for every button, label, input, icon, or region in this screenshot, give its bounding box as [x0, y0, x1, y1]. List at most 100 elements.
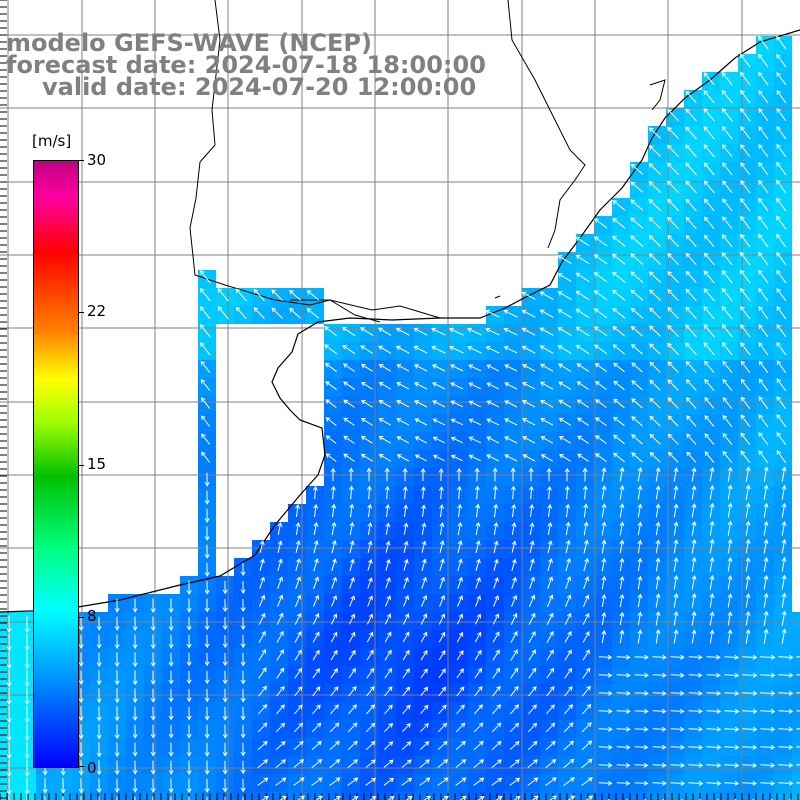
- wind-vector-head: [557, 291, 563, 296]
- wind-vector: [667, 217, 679, 230]
- wind-vector: [619, 594, 623, 608]
- wind-vector: [378, 327, 392, 336]
- wind-vector-head: [625, 726, 631, 732]
- wind-vector-head: [387, 667, 393, 673]
- wind-vector-head: [758, 378, 764, 384]
- wind-vector-head: [709, 575, 715, 580]
- wind-vector-head: [703, 216, 709, 222]
- wind-vector-head: [691, 503, 697, 508]
- wind-vector-head: [512, 612, 518, 618]
- wind-vector-head: [96, 770, 102, 776]
- wind-vector: [758, 126, 769, 140]
- wind-vector-head: [740, 180, 745, 185]
- wind-vector: [402, 668, 410, 679]
- wind-vector: [558, 345, 572, 355]
- wind-vector-head: [781, 484, 787, 490]
- wind-vector-head: [776, 450, 782, 456]
- wind-vector-head: [316, 722, 322, 728]
- wind-vector: [776, 414, 787, 428]
- wind-vector-head: [350, 595, 355, 601]
- wind-vector: [763, 593, 768, 608]
- wind-speed-cell: [90, 792, 108, 800]
- wind-vector-head: [716, 744, 722, 750]
- wind-vector: [724, 656, 739, 658]
- wind-vector: [546, 686, 555, 697]
- wind-vector: [740, 216, 751, 230]
- wind-vector: [546, 668, 555, 679]
- wind-vector: [758, 361, 769, 374]
- wind-vector-head: [679, 708, 685, 714]
- wind-vector-head: [613, 416, 618, 422]
- wind-vector-head: [648, 163, 654, 168]
- wind-vector: [493, 559, 498, 571]
- wind-vector-head: [763, 539, 769, 544]
- wind-vector: [781, 557, 786, 572]
- wind-vector: [703, 90, 715, 104]
- wind-vector-head: [497, 759, 502, 764]
- wind-vector: [326, 453, 337, 462]
- wind-vector-head: [667, 342, 672, 348]
- wind-vector: [634, 782, 648, 784]
- wind-vector-head: [586, 703, 592, 709]
- wind-vector: [722, 198, 733, 212]
- wind-vector: [528, 613, 536, 625]
- wind-vector: [691, 593, 696, 608]
- wind-vector: [652, 692, 666, 694]
- wind-vector-head: [371, 796, 377, 800]
- wind-vector: [667, 235, 679, 248]
- wind-vector-head: [403, 522, 409, 528]
- wind-vector-head: [313, 521, 319, 527]
- wind-vector-head: [788, 744, 794, 750]
- wind-vector: [724, 692, 739, 694]
- wind-vector-head: [457, 503, 463, 509]
- wind-vector: [649, 163, 662, 175]
- wind-vector: [311, 777, 323, 786]
- wind-vector-head: [204, 643, 210, 649]
- wind-vector-head: [667, 126, 672, 132]
- wind-vector: [360, 327, 374, 337]
- wind-vector-head: [132, 680, 138, 686]
- wind-vector: [558, 327, 572, 337]
- wind-vector-head: [727, 502, 733, 508]
- wind-vector: [709, 630, 713, 644]
- wind-vector: [510, 613, 517, 625]
- wind-vector: [778, 746, 793, 748]
- wind-vector-head: [314, 558, 319, 564]
- wind-vector: [740, 379, 751, 392]
- wind-vector: [722, 72, 733, 86]
- wind-vector: [745, 539, 750, 554]
- wind-vector: [613, 399, 625, 409]
- wind-vector-head: [504, 454, 510, 459]
- wind-vector: [330, 650, 338, 661]
- wind-vector-head: [644, 672, 649, 678]
- wind-vector: [601, 558, 605, 572]
- wind-vector-head: [685, 360, 691, 366]
- wind-vector-head: [585, 631, 590, 637]
- wind-vector-head: [6, 790, 12, 795]
- wind-vector-head: [388, 704, 393, 710]
- wind-vector: [545, 777, 557, 786]
- wind-vector: [652, 656, 666, 658]
- wind-vector-head: [549, 630, 554, 636]
- wind-vector: [688, 692, 702, 694]
- wind-vector-head: [96, 734, 102, 740]
- wind-vector-head: [485, 327, 491, 333]
- colorbar: [33, 160, 79, 768]
- wind-vector-head: [588, 777, 593, 782]
- wind-vector-head: [343, 417, 349, 423]
- wind-vector-head: [740, 432, 746, 438]
- wind-vector-head: [262, 667, 267, 673]
- wind-vector-head: [222, 679, 228, 685]
- wind-vector: [740, 324, 751, 338]
- wind-vector: [613, 363, 625, 373]
- wind-vector-head: [722, 378, 728, 384]
- wind-vector-head: [475, 521, 481, 527]
- wind-vector-head: [637, 575, 643, 581]
- wind-vector: [652, 764, 666, 766]
- wind-vector: [583, 558, 588, 572]
- wind-vector-head: [132, 770, 138, 775]
- wind-vector-head: [758, 414, 763, 420]
- wind-vector: [200, 324, 211, 338]
- wind-speed-cell: [594, 792, 612, 800]
- wind-vector-head: [335, 777, 341, 782]
